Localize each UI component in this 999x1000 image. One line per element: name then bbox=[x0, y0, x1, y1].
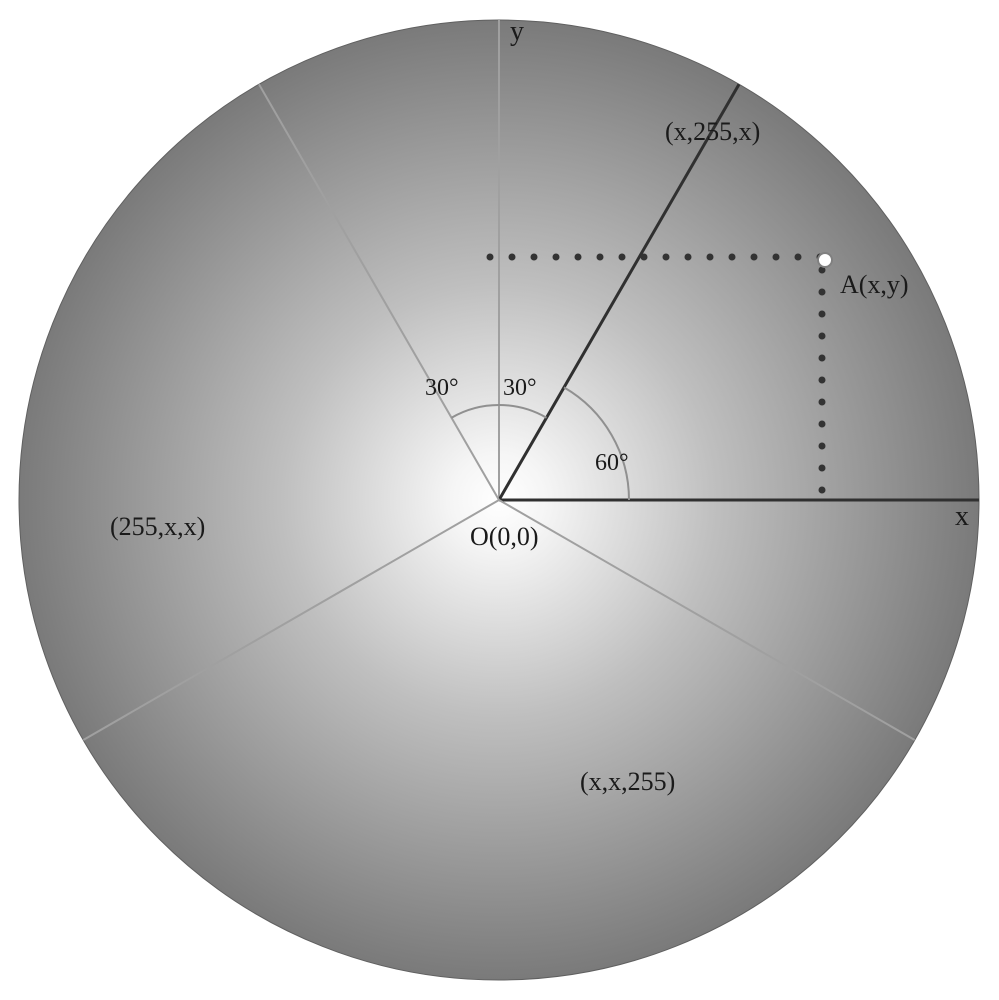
angle30b: 30° bbox=[425, 375, 459, 401]
x-axis: x bbox=[955, 501, 969, 532]
color-wheel-diagram: y x O(0,0) (x,255,x) (255,x,x) (x,x,255) A(x,y… bbox=[0, 0, 999, 1000]
diagram-container: y x O(0,0) (x,255,x) (255,x,x) (x,x,255) A(x,y… bbox=[0, 0, 999, 1000]
origin: O(0,0) bbox=[470, 522, 539, 551]
bottom: (x,x,255) bbox=[580, 767, 675, 796]
left: (255,x,x) bbox=[110, 512, 205, 541]
point-a-label: A(x,y) bbox=[840, 270, 909, 299]
angle30a: 30° bbox=[503, 375, 537, 401]
top-right: (x,255,x) bbox=[665, 117, 760, 146]
point-a bbox=[818, 253, 832, 267]
angle60: 60° bbox=[595, 450, 629, 476]
y-axis: y bbox=[510, 16, 524, 47]
